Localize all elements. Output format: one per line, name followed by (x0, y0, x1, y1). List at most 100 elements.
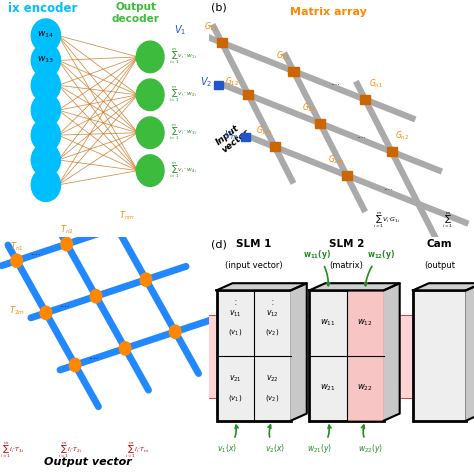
Text: $v_1(x)$: $v_1(x)$ (217, 425, 238, 455)
Text: $G_{11}$: $G_{11}$ (204, 21, 219, 33)
Circle shape (111, 221, 123, 234)
Text: $(v_2)$: $(v_2)$ (265, 392, 280, 402)
Bar (217, 38, 227, 47)
Text: $\sum_{i=1}^{m}v_i\cdot w_{1i}$: $\sum_{i=1}^{m}v_i\cdot w_{1i}$ (169, 47, 197, 66)
Polygon shape (310, 283, 400, 290)
Text: $T_{n2}$: $T_{n2}$ (60, 224, 74, 236)
Text: (b): (b) (211, 2, 227, 12)
Text: SLM 2: SLM 2 (329, 239, 365, 249)
Bar (187, 28, 197, 37)
Text: $T_{2m}$: $T_{2m}$ (9, 304, 25, 317)
Text: ....: .... (89, 352, 99, 361)
Bar (387, 147, 397, 156)
Text: $(v_2)$: $(v_2)$ (265, 328, 280, 337)
Text: $T_{n1}$: $T_{n1}$ (9, 240, 24, 253)
Bar (342, 171, 352, 180)
Text: (input vector): (input vector) (225, 261, 283, 270)
Bar (240, 133, 250, 141)
Text: $w_{21}(y)$: $w_{21}(y)$ (308, 425, 333, 456)
Circle shape (31, 94, 61, 127)
Text: $w_{21}$: $w_{21}$ (320, 383, 336, 393)
Polygon shape (291, 283, 307, 421)
Text: (d): (d) (211, 239, 227, 249)
Text: $\sum_{i=1}^{m}I_i{\cdot}T_{2i}$: $\sum_{i=1}^{m}I_i{\cdot}T_{2i}$ (58, 441, 83, 460)
Text: $T_{nm}$: $T_{nm}$ (119, 210, 135, 222)
Text: ....: .... (356, 131, 366, 139)
Circle shape (40, 306, 52, 319)
Text: (matrix): (matrix) (329, 261, 364, 270)
Text: $\sum_{i=1}^{m}$: $\sum_{i=1}^{m}$ (442, 211, 453, 230)
Text: $\sum_{i=1}^{m}I_i{\cdot}T_{1i}$: $\sum_{i=1}^{m}I_i{\cdot}T_{1i}$ (0, 441, 24, 460)
Text: $w_{22}$: $w_{22}$ (357, 383, 373, 393)
Text: $\sum_{i=1}^{m}v_i\cdot w_{2i}$: $\sum_{i=1}^{m}v_i\cdot w_{2i}$ (169, 85, 197, 104)
Text: Output vector: Output vector (44, 457, 131, 467)
Circle shape (31, 44, 61, 77)
Circle shape (31, 144, 61, 177)
Text: ....: .... (30, 248, 41, 257)
Text: $v_{11}$: $v_{11}$ (229, 308, 241, 319)
Text: $V_m$: $V_m$ (225, 128, 239, 142)
Bar (270, 143, 280, 152)
Bar (209, 315, 474, 398)
Circle shape (31, 168, 61, 201)
Text: $w_{14}$: $w_{14}$ (37, 29, 55, 40)
Bar (217, 290, 291, 421)
Text: (output: (output (424, 261, 455, 270)
Circle shape (69, 358, 81, 372)
Text: $v_{22}$: $v_{22}$ (266, 374, 279, 384)
Text: $\sum_{i=1}^{m}V_i{\cdot}G_{1i}$: $\sum_{i=1}^{m}V_i{\cdot}G_{1i}$ (373, 211, 401, 230)
Circle shape (137, 117, 164, 148)
Text: ....: .... (383, 183, 392, 191)
Text: $w_{11}$: $w_{11}$ (320, 318, 336, 328)
Text: $G_{12}$: $G_{12}$ (225, 75, 239, 88)
Text: $G_{21}$: $G_{21}$ (276, 49, 290, 62)
Circle shape (31, 69, 61, 102)
Text: $v_{12}$: $v_{12}$ (266, 308, 279, 319)
Bar (360, 95, 370, 104)
Circle shape (137, 79, 164, 110)
Circle shape (140, 273, 152, 286)
Text: SLM 1: SLM 1 (236, 239, 272, 249)
Polygon shape (384, 283, 400, 421)
Text: Matrix array: Matrix array (290, 7, 366, 17)
Bar (413, 290, 466, 421)
Text: Cam: Cam (427, 239, 452, 249)
Text: $V_1$: $V_1$ (174, 23, 186, 37)
Text: $G_{2m}$: $G_{2m}$ (328, 154, 344, 166)
Text: $\sum_{i=1}^{m}v_i\cdot w_{4i}$: $\sum_{i=1}^{m}v_i\cdot w_{4i}$ (169, 161, 197, 180)
Circle shape (11, 254, 23, 267)
Text: $\sum_{i=1}^{m}v_i\cdot w_{3i}$: $\sum_{i=1}^{m}v_i\cdot w_{3i}$ (169, 123, 197, 142)
Circle shape (61, 237, 73, 251)
Text: $w_{13}$: $w_{13}$ (37, 55, 55, 65)
Polygon shape (413, 283, 474, 290)
Text: $v_{21}$: $v_{21}$ (229, 374, 241, 384)
Text: :: : (233, 297, 237, 307)
Bar (214, 81, 223, 89)
Bar (289, 67, 299, 76)
Text: $(v_1)$: $(v_1)$ (228, 328, 242, 337)
Polygon shape (466, 283, 474, 421)
Circle shape (90, 290, 102, 303)
Text: $G_{1m}$: $G_{1m}$ (256, 125, 273, 137)
Text: $G_{n2}$: $G_{n2}$ (395, 130, 410, 142)
Text: $G_{22}$: $G_{22}$ (302, 101, 317, 114)
Bar (310, 290, 384, 421)
Polygon shape (217, 283, 307, 290)
Text: $\mathbf{w_{11}(y)}$: $\mathbf{w_{11}(y)}$ (303, 248, 331, 286)
Text: Output
decoder: Output decoder (111, 2, 160, 24)
Circle shape (137, 41, 164, 73)
Text: ....: .... (330, 79, 339, 87)
Bar (346, 290, 384, 421)
Text: $V_2$: $V_2$ (201, 75, 213, 90)
Text: :: : (271, 297, 274, 307)
Text: $\mathbf{w_{12}(y)}$: $\mathbf{w_{12}(y)}$ (364, 248, 395, 286)
Text: $w_{12}$: $w_{12}$ (357, 318, 373, 328)
Text: ....: .... (59, 300, 70, 309)
Text: Input
vector: Input vector (214, 120, 251, 155)
Circle shape (169, 325, 181, 338)
Circle shape (31, 19, 61, 52)
Text: $v_2(x)$: $v_2(x)$ (265, 425, 285, 455)
Circle shape (137, 155, 164, 186)
Bar (315, 119, 325, 128)
Circle shape (119, 342, 131, 355)
